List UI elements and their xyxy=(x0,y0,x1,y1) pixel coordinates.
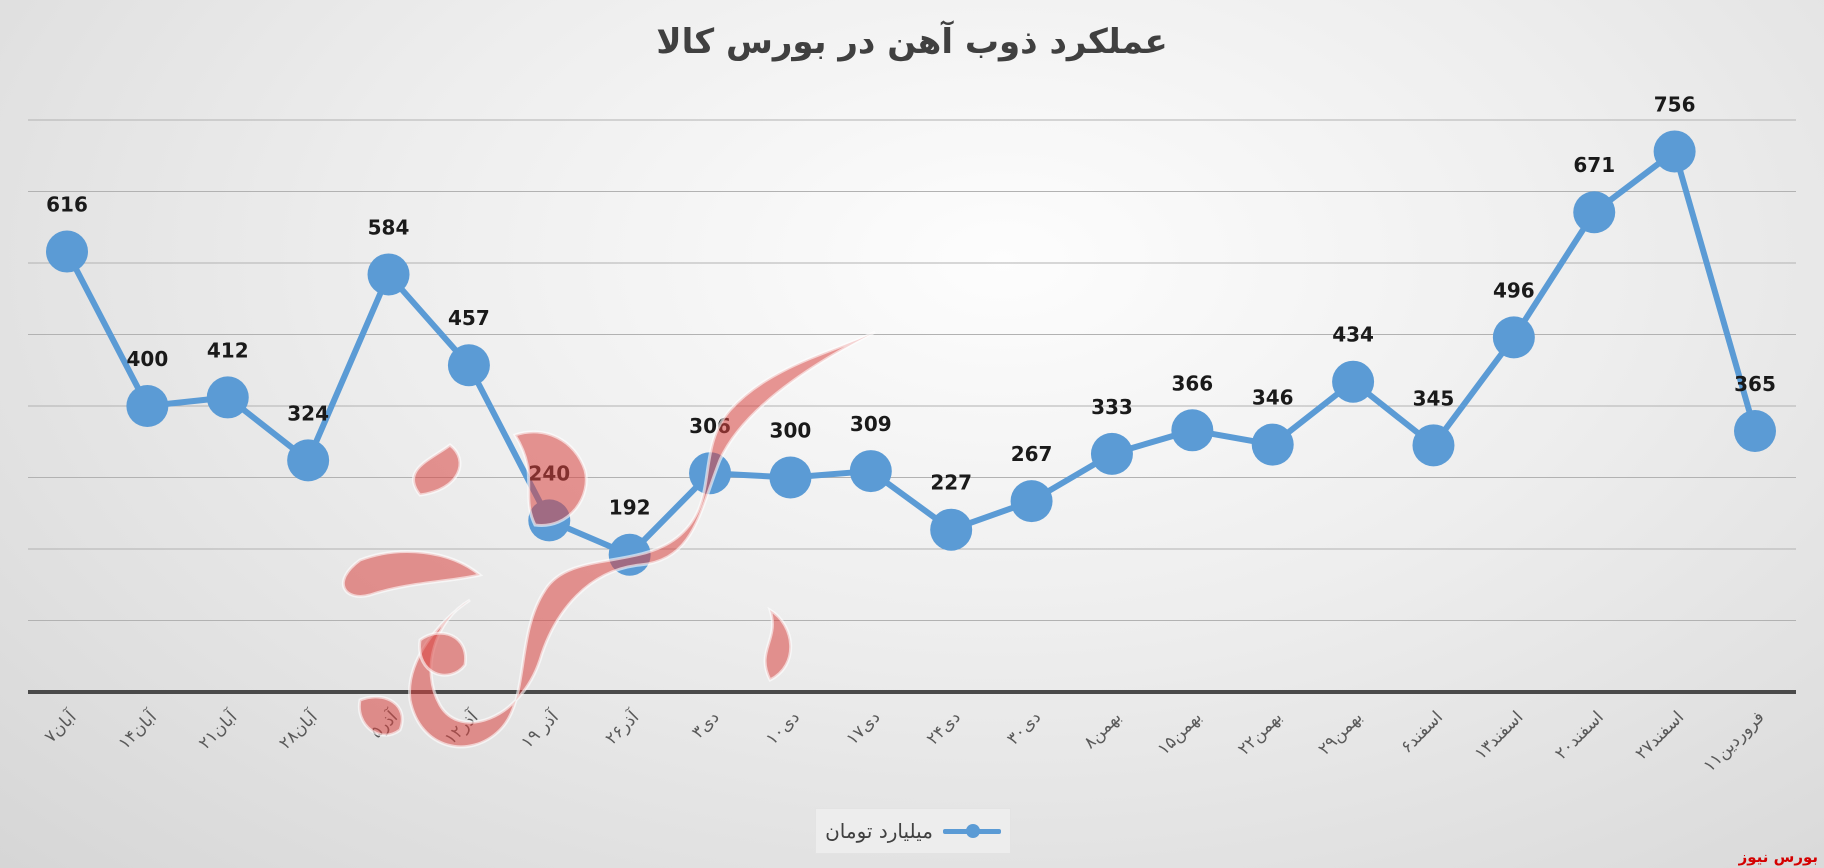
data-point xyxy=(447,344,490,387)
data-label: 400 xyxy=(127,347,169,371)
x-tick-labels: ۷آبان ۱۴آبان ۲۱آبان ۲۸آبان ۵آذر ۱۲آذر ۱۹ آذر ۲۶… xyxy=(39,705,1768,776)
data-label: 365 xyxy=(1734,372,1776,396)
data-label: 324 xyxy=(287,401,329,425)
data-label: 300 xyxy=(770,419,812,443)
data-points xyxy=(46,130,1776,576)
data-point xyxy=(46,230,88,273)
data-point xyxy=(1090,432,1133,475)
data-label: 240 xyxy=(528,461,570,485)
x-tick-label: ۱۱فروردین xyxy=(1700,707,1769,776)
data-point xyxy=(1734,410,1776,453)
data-label: 671 xyxy=(1573,153,1615,177)
data-point xyxy=(1573,191,1616,234)
data-label: 434 xyxy=(1332,323,1374,347)
data-label: 306 xyxy=(689,414,731,438)
x-tick-label: ۲۲بهمن xyxy=(1234,707,1286,759)
data-label: 457 xyxy=(448,306,490,330)
data-label: 346 xyxy=(1252,386,1294,410)
x-tick-label: ۳۰دی xyxy=(1003,707,1045,749)
x-tick-label: ۱۹ آذر xyxy=(516,705,564,753)
data-point xyxy=(689,452,732,495)
x-tick-label: ۵آذر xyxy=(366,705,403,742)
data-label: 333 xyxy=(1091,395,1133,419)
x-tick-label: ۱۰دی xyxy=(762,707,804,749)
brand-watermark-text: بورس نیوز xyxy=(1738,848,1818,866)
data-point xyxy=(287,439,330,482)
x-tick-label: ۱۵بهمن xyxy=(1154,707,1206,759)
data-point xyxy=(608,533,651,576)
x-tick-label: ۲۶آذر xyxy=(600,705,644,749)
data-point xyxy=(1010,480,1053,523)
data-point xyxy=(1492,316,1535,359)
data-point xyxy=(1332,360,1375,403)
x-tick-label: ۲۹بهمن xyxy=(1315,707,1367,759)
data-label: 584 xyxy=(368,215,410,239)
x-tick-label: ۱۲آذر xyxy=(439,705,483,749)
x-tick-label: ۲۷اسفند xyxy=(1632,707,1688,763)
x-tick-label: ۷آبان xyxy=(39,705,81,747)
data-label: 366 xyxy=(1171,371,1213,395)
data-point xyxy=(1171,409,1214,452)
data-label: 756 xyxy=(1654,92,1696,116)
data-point xyxy=(126,385,169,427)
x-tick-label: ۲۰اسفند xyxy=(1551,707,1607,763)
data-point xyxy=(1653,130,1696,173)
data-label: 412 xyxy=(207,338,249,362)
data-label: 227 xyxy=(930,471,972,495)
data-point xyxy=(849,450,892,493)
data-label: 345 xyxy=(1413,386,1455,410)
series-line xyxy=(64,148,1758,558)
data-point xyxy=(1251,423,1294,466)
x-tick-label: ۱۷دی xyxy=(843,707,885,749)
x-tick-label: ۳دی xyxy=(688,707,723,742)
data-label: 267 xyxy=(1011,442,1053,466)
data-label: 616 xyxy=(46,193,88,217)
data-point xyxy=(769,456,812,499)
x-tick-label: ۸بهمن xyxy=(1080,707,1126,753)
legend-label: میلیارد تومان xyxy=(825,819,933,843)
x-tick-label: ۱۳اسفند xyxy=(1471,707,1527,763)
data-point xyxy=(528,499,571,542)
x-tick-label: ۶اسفند xyxy=(1397,707,1447,757)
data-label: 309 xyxy=(850,412,892,436)
x-tick-label: ۲۴دی xyxy=(923,707,965,749)
chart-title: عملکرد ذوب آهن در بورس کالا xyxy=(656,22,1168,62)
gridlines xyxy=(28,119,1796,621)
x-tick-label: ۲۱آبان xyxy=(194,705,243,754)
data-label: 496 xyxy=(1493,278,1535,302)
legend: میلیارد تومان xyxy=(815,808,1011,854)
data-label: 192 xyxy=(609,496,651,520)
data-point xyxy=(206,376,249,419)
x-tick-label: ۱۴آبان xyxy=(113,705,162,754)
data-point xyxy=(1412,424,1455,467)
data-point xyxy=(930,508,973,551)
x-tick-label: ۲۸آبان xyxy=(274,705,323,754)
legend-swatch xyxy=(942,824,1001,838)
data-point xyxy=(367,253,410,296)
